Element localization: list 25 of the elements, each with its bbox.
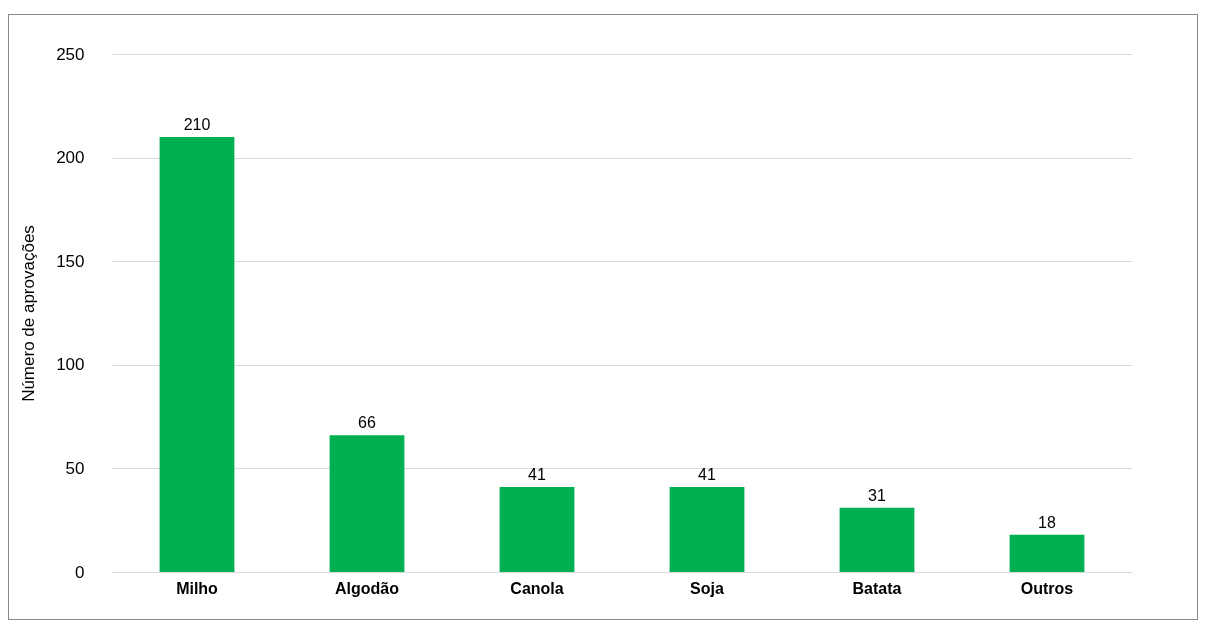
y-tick-label: 150 xyxy=(56,251,85,271)
bar xyxy=(1009,534,1085,572)
y-tick-label: 50 xyxy=(65,458,85,478)
y-tick-label: 100 xyxy=(56,355,85,375)
data-label: 210 xyxy=(183,115,211,133)
bar xyxy=(159,136,235,572)
data-label: 41 xyxy=(528,466,546,484)
x-tick-label: Batata xyxy=(852,579,902,597)
x-tick-label: Milho xyxy=(176,579,219,597)
data-label: 66 xyxy=(358,414,376,432)
y-tick-label: 0 xyxy=(75,562,85,582)
data-label: 31 xyxy=(868,486,886,504)
y-tick-label: 200 xyxy=(56,148,85,168)
x-tick-label: Algodão xyxy=(335,579,400,597)
data-label: 18 xyxy=(1038,513,1056,531)
bar xyxy=(839,507,915,572)
bar xyxy=(329,435,405,572)
bar xyxy=(669,487,745,572)
x-tick-label: Canola xyxy=(510,579,564,597)
y-tick-label: 250 xyxy=(56,44,85,64)
data-label: 41 xyxy=(698,466,716,484)
x-tick-label: Soja xyxy=(690,579,724,597)
x-tick-label: Outros xyxy=(1020,579,1074,597)
y-axis-title: Número de aprovações xyxy=(19,225,39,402)
bar xyxy=(499,487,575,572)
